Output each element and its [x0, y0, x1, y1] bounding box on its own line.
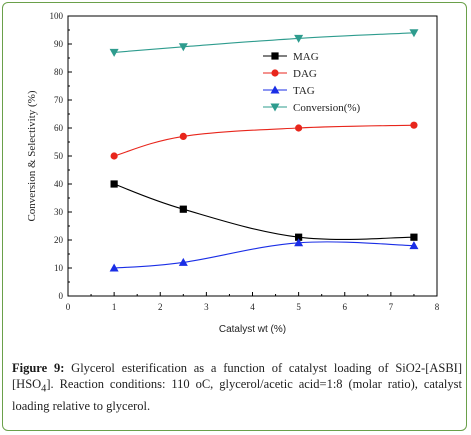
y-tick-label: 10 — [54, 263, 64, 273]
legend-marker-dag — [271, 69, 279, 77]
legend-label-mag: MAG — [293, 51, 319, 63]
data-point-conversion — [294, 34, 304, 43]
y-tick-label: 60 — [54, 123, 64, 133]
x-tick-label: 2 — [158, 302, 163, 312]
x-axis-label: Catalyst wt (%) — [219, 324, 286, 335]
data-point-mag — [295, 233, 303, 241]
caption-subscript: 4 — [41, 383, 47, 395]
chart-legend: MAG DAG TAG Conversion(%) — [263, 51, 361, 114]
data-point-mag — [410, 233, 418, 241]
data-point-dag — [295, 124, 303, 132]
x-tick-label: 6 — [343, 302, 348, 312]
y-tick-label: 70 — [54, 95, 64, 105]
data-point-tag — [294, 238, 304, 247]
legend-marker-conversion — [270, 103, 280, 112]
plot-area-border — [67, 15, 438, 297]
data-point-mag — [179, 205, 187, 213]
legend-marker-mag — [271, 52, 279, 60]
x-tick-label: 1 — [112, 302, 117, 312]
caption-label: Figure 9: — [12, 361, 65, 375]
series-line-dag — [113, 124, 414, 157]
x-tick-label: 8 — [435, 302, 440, 312]
x-tick-label: 3 — [204, 302, 209, 312]
data-point-tag — [109, 263, 119, 272]
y-tick-label: 30 — [54, 207, 64, 217]
data-point-dag — [110, 152, 118, 160]
x-tick-label: 7 — [389, 302, 394, 312]
legend-label-dag: DAG — [293, 68, 317, 80]
x-tick-label: 0 — [66, 302, 71, 312]
y-tick-label: 100 — [50, 11, 64, 21]
data-point-mag — [110, 180, 118, 188]
data-point-conversion — [109, 48, 119, 57]
x-tick-label: 5 — [296, 302, 301, 312]
y-tick-label: 50 — [54, 151, 64, 161]
caption-text-2: ]. Reaction conditions: 110 oC, glycerol… — [12, 377, 462, 413]
chart-markers — [109, 29, 419, 272]
data-point-dag — [410, 121, 418, 129]
y-tick-label: 0 — [59, 291, 64, 301]
y-tick-label: 90 — [54, 39, 64, 49]
series-line-tag — [114, 241, 414, 269]
series-line-conversion — [114, 32, 414, 53]
data-point-tag — [409, 241, 419, 250]
data-point-dag — [179, 132, 187, 140]
legend-marker-tag — [270, 85, 280, 94]
chart-series-lines — [113, 32, 414, 269]
legend-label-conversion: Conversion(%) — [293, 102, 361, 114]
legend-label-tag: TAG — [293, 85, 315, 97]
y-tick-label: 40 — [54, 179, 64, 189]
y-axis-label: Conversion & Selectivity (%) — [26, 90, 38, 221]
data-point-tag — [178, 257, 188, 266]
series-line-mag — [113, 183, 414, 240]
figure-frame — [2, 2, 467, 431]
data-point-conversion — [409, 29, 419, 38]
caption-text-1: Glycerol esterification as a function of… — [12, 361, 463, 391]
figure-caption: Figure 9: Glycerol esterification as a f… — [12, 360, 462, 414]
y-tick-label: 20 — [54, 235, 64, 245]
y-tick-label: 80 — [54, 67, 64, 77]
data-point-conversion — [178, 43, 188, 52]
x-tick-label: 4 — [250, 302, 255, 312]
